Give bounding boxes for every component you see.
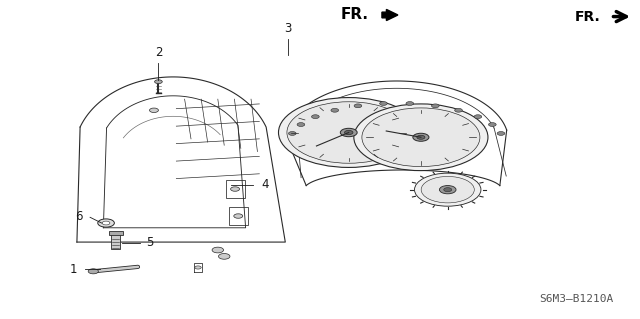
Circle shape — [354, 104, 488, 171]
FancyBboxPatch shape — [109, 231, 123, 235]
Circle shape — [102, 221, 110, 225]
Text: 5: 5 — [147, 236, 154, 249]
Text: FR.: FR. — [575, 10, 601, 24]
Circle shape — [380, 101, 387, 105]
Circle shape — [212, 247, 223, 253]
Circle shape — [312, 115, 319, 119]
Circle shape — [155, 80, 163, 84]
Circle shape — [431, 104, 439, 108]
Circle shape — [234, 214, 243, 218]
Circle shape — [421, 176, 474, 203]
Circle shape — [230, 187, 239, 191]
Circle shape — [417, 135, 425, 139]
Circle shape — [195, 266, 201, 269]
Circle shape — [340, 128, 357, 137]
Circle shape — [406, 101, 413, 105]
Circle shape — [218, 254, 230, 259]
Circle shape — [415, 173, 481, 206]
Circle shape — [474, 115, 482, 119]
Text: 6: 6 — [75, 210, 83, 223]
FancyBboxPatch shape — [111, 234, 120, 249]
Text: S6M3–B1210A: S6M3–B1210A — [540, 294, 614, 304]
Circle shape — [344, 130, 353, 135]
Circle shape — [354, 104, 362, 108]
Circle shape — [413, 133, 429, 141]
Circle shape — [444, 188, 452, 192]
Circle shape — [98, 219, 115, 227]
Circle shape — [497, 131, 505, 135]
Circle shape — [88, 269, 99, 274]
Text: FR.: FR. — [340, 7, 369, 22]
Circle shape — [287, 102, 410, 163]
Circle shape — [331, 108, 339, 112]
Circle shape — [297, 122, 305, 126]
Circle shape — [488, 122, 496, 126]
Circle shape — [440, 186, 456, 194]
Text: 1: 1 — [70, 263, 77, 276]
Text: 2: 2 — [155, 47, 162, 59]
Circle shape — [150, 108, 159, 113]
Circle shape — [454, 108, 462, 112]
Circle shape — [278, 98, 419, 167]
FancyArrow shape — [382, 10, 398, 20]
Text: 4: 4 — [261, 178, 269, 191]
Text: 3: 3 — [284, 22, 292, 35]
Circle shape — [362, 108, 480, 167]
Circle shape — [289, 131, 296, 135]
